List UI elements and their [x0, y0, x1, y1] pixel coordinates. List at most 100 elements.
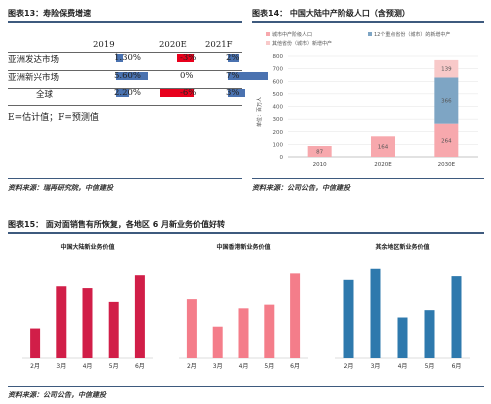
bar [30, 328, 41, 358]
y-tick-label: 600 [273, 79, 284, 85]
y-tick-label: 300 [273, 117, 284, 123]
bar [56, 286, 67, 358]
table-cell: 7% [226, 71, 240, 81]
x-tick-label: 2020E [374, 162, 392, 168]
table-cell: -6% [180, 88, 197, 98]
y-tick-label: 400 [273, 105, 284, 111]
y-tick-label: 700 [273, 67, 284, 73]
bar [343, 279, 354, 358]
x-tick-label: 5月 [425, 363, 435, 370]
bar [424, 310, 435, 358]
x-tick-label: 2030E [438, 162, 456, 168]
bar [290, 273, 301, 358]
x-tick-label: 4月 [239, 363, 249, 370]
bar [264, 304, 275, 358]
data-label: 87 [316, 150, 323, 156]
y-axis-label: 单位：百万人 [256, 97, 263, 127]
stacked-bar [434, 77, 459, 124]
stacked-bar [307, 146, 332, 157]
row-label: 亚洲发达市场 [8, 55, 60, 65]
data-bar [116, 89, 129, 97]
bar [186, 299, 197, 358]
panel14-title: 图表14： 中国大陆中产阶级人口（含预测） [252, 9, 410, 18]
chart-title: 其余地区新业务价值 [375, 243, 429, 251]
data-bar [228, 89, 246, 97]
y-tick-label: 200 [273, 130, 284, 136]
x-tick-label: 6月 [290, 363, 300, 370]
bar [212, 326, 223, 358]
table-rule-mid [8, 70, 242, 71]
legend-swatch [368, 32, 372, 36]
legend-swatch [266, 32, 270, 36]
table-cell: -3% [180, 53, 197, 63]
x-tick-label: 5月 [109, 363, 119, 370]
bar [108, 301, 119, 358]
stacked-bar [434, 123, 459, 157]
y-tick-label: 100 [273, 142, 284, 148]
panel14-source-rule [252, 178, 484, 179]
x-tick-label: 2010 [313, 162, 327, 168]
x-tick-label: 3月 [56, 363, 66, 370]
row-label: 全球 [36, 90, 54, 100]
data-label: 366 [441, 99, 452, 105]
x-tick-label: 2月 [30, 363, 40, 370]
panel15-source: 资料来源：公司公告，中信建投 [8, 391, 106, 399]
table-note: E=估计值；F=预测值 [8, 113, 99, 123]
panel15-title: 图表15： 面对面销售有所恢复，各地区 6 月新业务价值好转 [8, 220, 226, 229]
table-cell: 2% [226, 53, 240, 63]
stacked-bar [371, 136, 395, 157]
table-cell: 1.30% [114, 53, 142, 63]
table-cell: 5.60% [114, 71, 142, 81]
table-rule-mid2 [8, 88, 242, 89]
table-rule-top [8, 52, 242, 53]
middle-class-chart: 城市中产阶级人口 12个重点省份（城市）的新增中产其他省份（城市）新增中产单位：百… [256, 31, 478, 168]
data-bar [116, 72, 148, 80]
y-tick-label: 800 [273, 54, 284, 60]
x-tick-label: 3月 [371, 363, 381, 370]
bar [134, 275, 145, 358]
x-tick-label: 2月 [187, 363, 197, 370]
x-tick-label: 4月 [398, 363, 408, 370]
legend-label: 城市中产阶级人口 [272, 31, 312, 38]
panel14-title-rule [252, 21, 484, 23]
column-header: 2020E [159, 40, 187, 50]
panel13-source: 资料来源：瑞再研究院，中信建投 [8, 184, 113, 192]
chart-title: 中国大陆新业务价值 [60, 243, 114, 251]
panel15-source-rule [8, 386, 484, 387]
x-tick-label: 5月 [264, 363, 274, 370]
table-rule-bottom [8, 105, 242, 106]
table-cell: 0% [180, 71, 194, 81]
legend-label: 其他省份（城市）新增中产 [272, 40, 332, 47]
table-cell: 3% [226, 88, 240, 98]
chart-title: 中国香港新业务价值 [216, 243, 270, 251]
bar [82, 288, 93, 358]
legend-swatch [266, 41, 270, 45]
column-header: 2021F [205, 40, 233, 50]
nbv-charts: 中国大陆新业务价值 2月 3月 4月 5月 6月 中国香港新业务价值 2月 3月 4月 5月 6月 其余… [22, 243, 470, 370]
premium-growth-table: 2019 2020E 2021F 亚洲发达市场 1.30% -3% 2% 亚洲新兴市场 5.60… [8, 36, 268, 108]
data-label: 264 [441, 138, 452, 144]
column-header: 2019 [93, 40, 115, 50]
table-cell: 2.20% [114, 88, 142, 98]
data-bar [228, 72, 268, 80]
bar [370, 268, 381, 358]
x-tick-label: 2月 [344, 363, 354, 370]
panel13-source-rule [8, 178, 242, 179]
panel13-title: 图表13：寿险保费增速 [8, 9, 92, 18]
x-tick-label: 6月 [452, 363, 462, 370]
stacked-bar [434, 59, 459, 78]
bar [238, 308, 249, 358]
bar [451, 276, 462, 358]
x-tick-label: 6月 [135, 363, 145, 370]
y-tick-label: 0 [280, 155, 284, 161]
data-label: 164 [378, 145, 389, 151]
x-tick-label: 4月 [83, 363, 93, 370]
y-tick-label: 500 [273, 92, 284, 98]
row-label: 亚洲新兴市场 [8, 73, 60, 83]
data-label: 139 [441, 67, 452, 73]
panel13-title-rule [8, 21, 242, 23]
bar [397, 317, 408, 358]
panel15-title-rule [8, 232, 484, 234]
legend-label: 12个重点省份（城市）的新增中产 [374, 31, 450, 38]
x-tick-label: 3月 [213, 363, 223, 370]
